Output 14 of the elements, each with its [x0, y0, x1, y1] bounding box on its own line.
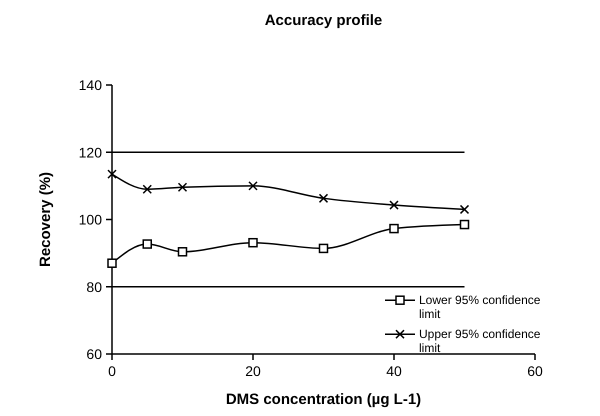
chart-title: Accuracy profile: [264, 12, 382, 29]
y-tick-label: 100: [78, 212, 102, 228]
y-tick-label: 60: [86, 346, 102, 362]
x-axis-title: DMS concentration (µg L-1): [226, 391, 422, 408]
y-tick-label: 140: [78, 77, 102, 93]
x-tick-label: 0: [108, 363, 116, 379]
legend-label: Upper 95% confidence limit: [419, 327, 541, 356]
y-axis-title: Recovery (%): [37, 172, 54, 268]
y-tick-label: 80: [86, 278, 102, 295]
legend-label: Lower 95% confidence limit: [419, 293, 541, 322]
y-tick-label: 120: [78, 144, 102, 160]
x-tick-label: 60: [527, 363, 543, 379]
x-tick-label: 40: [386, 363, 402, 379]
x-tick-label: 20: [245, 363, 261, 379]
